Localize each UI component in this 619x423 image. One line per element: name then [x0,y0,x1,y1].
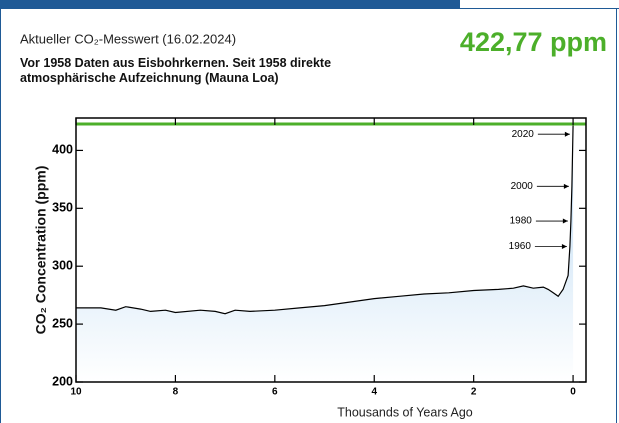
y-tick-label: 400 [52,143,73,157]
arrow-head [563,183,569,189]
note-box: Vor 1958 Daten aus Eisbohrkernen. Seit 1… [20,56,332,85]
current-value: 422,77 ppm [460,27,607,57]
x-tick-label: 4 [371,387,377,398]
x-tick-label: 10 [70,387,82,398]
arrow-head [564,131,570,137]
annotation: 2000 [511,181,534,192]
y-tick-label: 350 [52,201,73,215]
annotation: 1980 [510,216,533,227]
x-tick-label: 2 [471,387,477,398]
x-tick-label: 6 [272,387,278,398]
y-tick-label: 200 [52,374,73,388]
annotation: 1960 [509,241,532,252]
caption: Aktueller CO₂-Messwert (16.02.2024) [20,31,236,46]
x-tick-label: 0 [570,387,576,398]
y-tick-label: 300 [52,259,73,273]
arrow-head [562,218,568,224]
x-tick-label: 8 [173,387,179,398]
arrow-head [561,244,567,250]
y-axis-label: CO₂ Concentration (ppm) [33,166,49,335]
plot-frame [75,117,587,383]
area [76,124,574,382]
note: Vor 1958 Daten aus Eisbohrkernen. Seit 1… [20,56,332,85]
x-axis-label: Thousands of Years Ago [337,405,473,419]
y-tick-label: 250 [52,316,73,330]
header-strip [0,0,460,9]
annotation: 2020 [512,129,535,140]
line [76,124,574,315]
